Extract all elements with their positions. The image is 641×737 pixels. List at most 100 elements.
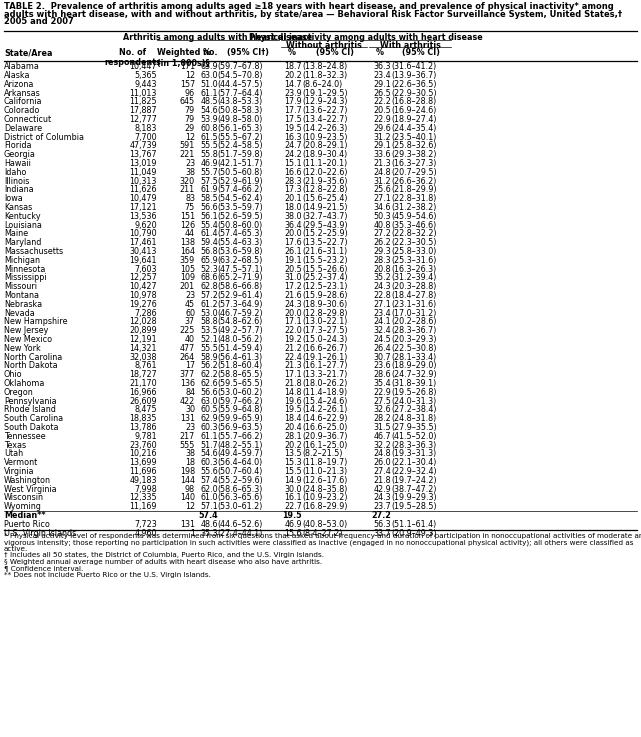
Text: Oregon: Oregon	[4, 388, 34, 397]
Text: (28.3–36.3): (28.3–36.3)	[391, 441, 437, 450]
Text: 12,777: 12,777	[129, 115, 157, 124]
Text: 377: 377	[179, 370, 195, 380]
Text: (24.0–31.3): (24.0–31.3)	[391, 397, 437, 405]
Text: 13.5: 13.5	[285, 450, 302, 458]
Text: 38: 38	[185, 168, 195, 177]
Text: 24.5: 24.5	[373, 335, 391, 344]
Text: Illinois: Illinois	[4, 177, 29, 186]
Text: 40: 40	[185, 335, 195, 344]
Text: (13.5–22.7): (13.5–22.7)	[302, 238, 347, 247]
Text: 31.2: 31.2	[373, 177, 391, 186]
Text: (13.8–24.8): (13.8–24.8)	[302, 62, 347, 71]
Text: 22.2: 22.2	[373, 97, 391, 106]
Text: 24.8: 24.8	[373, 450, 391, 458]
Text: Georgia: Georgia	[4, 150, 36, 159]
Text: 32.2: 32.2	[373, 441, 391, 450]
Text: 62.9: 62.9	[200, 414, 218, 423]
Text: (57.3–64.9): (57.3–64.9)	[217, 300, 263, 309]
Text: (25.2–37.4): (25.2–37.4)	[302, 273, 347, 282]
Text: 26.4: 26.4	[373, 343, 391, 353]
Text: 10,313: 10,313	[129, 177, 157, 186]
Text: 61.2: 61.2	[201, 300, 218, 309]
Text: 17: 17	[185, 361, 195, 371]
Text: Mississippi: Mississippi	[4, 273, 47, 282]
Text: 18.4: 18.4	[285, 414, 302, 423]
Text: (49.2–57.7): (49.2–57.7)	[217, 326, 263, 335]
Text: Vermont: Vermont	[4, 458, 38, 467]
Text: (44.4–57.5): (44.4–57.5)	[217, 80, 263, 88]
Text: 171: 171	[180, 62, 195, 71]
Text: 48.5: 48.5	[201, 97, 218, 106]
Text: Minnesota: Minnesota	[4, 265, 46, 273]
Text: (58.6–66.8): (58.6–66.8)	[217, 282, 262, 291]
Text: (16.6–25.0): (16.6–25.0)	[302, 423, 347, 432]
Text: Tennessee: Tennessee	[4, 432, 46, 441]
Text: 55.7: 55.7	[200, 168, 218, 177]
Text: (25.8–33.0): (25.8–33.0)	[391, 247, 437, 256]
Text: 140: 140	[180, 493, 195, 503]
Text: 105: 105	[180, 265, 195, 273]
Text: (17.3–27.5): (17.3–27.5)	[302, 326, 347, 335]
Text: 26.0: 26.0	[373, 458, 391, 467]
Text: 131: 131	[180, 520, 195, 529]
Text: (31.8–39.1): (31.8–39.1)	[391, 379, 437, 388]
Text: 555: 555	[179, 441, 195, 450]
Text: (31.2–39.4): (31.2–39.4)	[391, 273, 437, 282]
Text: 23.4: 23.4	[373, 71, 391, 80]
Text: 61.1: 61.1	[201, 88, 218, 97]
Text: District of Columbia: District of Columbia	[4, 133, 84, 142]
Text: 23.4: 23.4	[373, 309, 391, 318]
Text: New Jersey: New Jersey	[4, 326, 48, 335]
Text: 75: 75	[185, 203, 195, 212]
Text: * Physical activity level of respondents was determined from six questions that : * Physical activity level of respondents…	[4, 533, 641, 539]
Text: 24.3: 24.3	[373, 282, 391, 291]
Text: Michigan: Michigan	[4, 256, 40, 265]
Text: 46.9: 46.9	[201, 159, 218, 168]
Text: 36.3: 36.3	[374, 62, 391, 71]
Text: 53.9: 53.9	[200, 115, 218, 124]
Text: Texas: Texas	[4, 441, 26, 450]
Text: 10,216: 10,216	[129, 450, 157, 458]
Text: 13,786: 13,786	[129, 423, 157, 432]
Text: 11,626: 11,626	[129, 186, 157, 195]
Text: Kentucky: Kentucky	[4, 212, 40, 221]
Text: 58.9: 58.9	[200, 352, 218, 362]
Text: 58.8: 58.8	[201, 318, 218, 326]
Text: (11.8–32.3): (11.8–32.3)	[302, 71, 347, 80]
Text: (12.0–22.6): (12.0–22.6)	[302, 168, 347, 177]
Text: (27.2–38.4): (27.2–38.4)	[391, 405, 437, 414]
Text: 20.5: 20.5	[373, 106, 391, 115]
Text: TABLE 2.  Prevalence of arthritis among adults aged ≥18 years with heart disease: TABLE 2. Prevalence of arthritis among a…	[4, 2, 613, 11]
Text: Montana: Montana	[4, 291, 39, 300]
Text: 84: 84	[185, 388, 195, 397]
Text: (55.9–64.8): (55.9–64.8)	[217, 405, 263, 414]
Text: Alabama: Alabama	[4, 62, 40, 71]
Text: 16.3: 16.3	[285, 133, 302, 142]
Text: Idaho: Idaho	[4, 168, 26, 177]
Text: (53.0–60.2): (53.0–60.2)	[217, 388, 262, 397]
Text: 18,835: 18,835	[129, 414, 157, 423]
Text: 27.1: 27.1	[373, 300, 391, 309]
Text: (14.2–26.1): (14.2–26.1)	[302, 405, 347, 414]
Text: 17.5: 17.5	[284, 115, 302, 124]
Text: 198: 198	[180, 467, 195, 476]
Text: 22.9: 22.9	[373, 388, 391, 397]
Text: Wisconsin: Wisconsin	[4, 493, 44, 503]
Text: 10,790: 10,790	[129, 229, 157, 238]
Text: Arizona: Arizona	[4, 80, 35, 88]
Text: 51.0: 51.0	[201, 80, 218, 88]
Text: 12,257: 12,257	[129, 273, 157, 282]
Text: 26.5: 26.5	[373, 88, 391, 97]
Text: Louisiana: Louisiana	[4, 220, 42, 230]
Text: 57.5: 57.5	[200, 177, 218, 186]
Text: 30.0: 30.0	[285, 485, 302, 494]
Text: With arthritis: With arthritis	[379, 41, 440, 50]
Text: adults with heart disease, with and without arthritis, by state/area — Behaviora: adults with heart disease, with and with…	[4, 10, 622, 18]
Text: (24.4–35.4): (24.4–35.4)	[391, 124, 437, 133]
Text: 62.0: 62.0	[201, 485, 218, 494]
Text: 55.4: 55.4	[200, 220, 218, 230]
Text: (19.1–29.5): (19.1–29.5)	[302, 88, 347, 97]
Text: (16.3–26.3): (16.3–26.3)	[391, 265, 437, 273]
Text: 54.6: 54.6	[201, 106, 218, 115]
Text: 29.1: 29.1	[373, 80, 391, 88]
